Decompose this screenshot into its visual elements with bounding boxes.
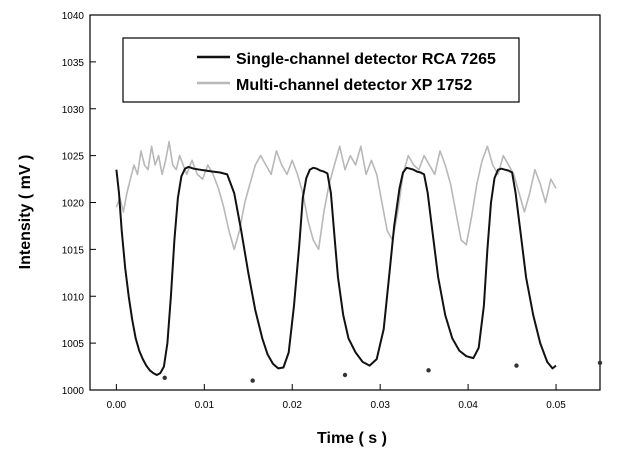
legend-label-single-channel: Single-channel detector RCA 7265 [236, 51, 496, 68]
y-tick-label: 1015 [62, 245, 85, 256]
legend: Single-channel detector RCA 7265 Multi-c… [122, 37, 520, 103]
y-tick-label: 1030 [62, 105, 85, 116]
marker-point [514, 363, 519, 368]
y-tick-label: 1035 [62, 58, 85, 69]
x-tick-label: 0.01 [195, 400, 215, 411]
y-axis: 1000 1005 1010 1015 1020 1025 1030 1035 1040 [62, 11, 96, 397]
x-tick-label: 0.02 [283, 400, 303, 411]
marker-point [250, 378, 255, 383]
marker-point [597, 360, 603, 366]
marker-point [426, 368, 431, 373]
marker-point [342, 372, 348, 378]
series-layer [115, 140, 603, 383]
legend-label-multi-channel: Multi-channel detector XP 1752 [236, 77, 472, 94]
marker-point [162, 375, 167, 381]
x-tick-label: 0.04 [458, 400, 478, 411]
series-line-single-channel [115, 165, 557, 376]
y-tick-label: 1000 [62, 386, 85, 397]
y-tick-label: 1020 [62, 199, 85, 210]
legend-box [122, 37, 520, 103]
y-axis-title: Intensity ( mV ) [17, 155, 34, 270]
x-tick-label: 0.05 [546, 400, 566, 411]
x-axis: 0.00 0.01 0.02 0.03 0.04 0.05 [107, 384, 566, 411]
y-tick-label: 1005 [62, 339, 85, 350]
y-tick-label: 1025 [62, 152, 85, 163]
y-tick-label: 1040 [62, 11, 85, 22]
x-tick-label: 0.00 [107, 400, 127, 411]
y-tick-label: 1010 [62, 292, 85, 303]
series-line-multi-channel [115, 140, 557, 251]
x-tick-label: 0.03 [370, 400, 390, 411]
x-axis-title: Time ( s ) [317, 430, 387, 447]
